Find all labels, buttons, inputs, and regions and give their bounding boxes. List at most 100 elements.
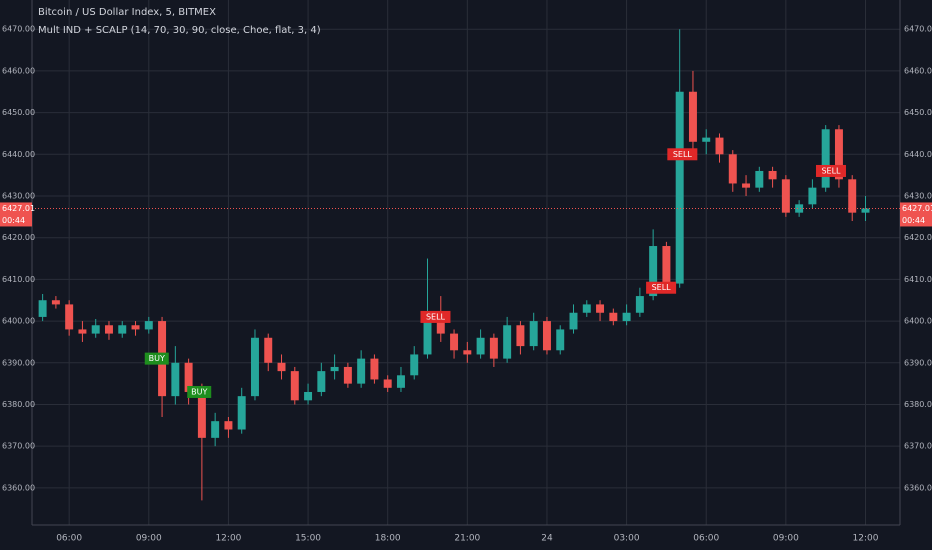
y-tick-label: 6400.00	[2, 317, 35, 326]
signal-label: SELL	[652, 283, 672, 292]
signal-label: SELL	[821, 166, 841, 175]
y-tick-label: 6370.00	[2, 442, 35, 451]
candle-body	[450, 333, 459, 351]
candle-body	[489, 337, 498, 359]
candle-body	[436, 312, 445, 334]
y-tick-label-right: 6440.00	[904, 150, 932, 159]
candle-body	[357, 358, 366, 384]
candle-body	[649, 246, 658, 297]
x-tick-label: 24	[541, 534, 553, 544]
candle-body	[609, 312, 618, 322]
candle-body	[848, 179, 857, 213]
candle-body	[277, 362, 286, 372]
signal-label: BUY	[149, 354, 165, 363]
candle-body	[556, 329, 565, 351]
candle-body	[569, 312, 578, 330]
indicator-label: Mult IND + SCALP (14, 70, 30, 90, close,…	[38, 25, 321, 36]
candle-body	[370, 358, 379, 380]
candle-body	[250, 337, 259, 397]
y-tick-label-right: 6470.00	[904, 25, 932, 34]
candle-body	[781, 179, 790, 213]
candle-body	[821, 129, 830, 188]
candle-body	[861, 208, 870, 213]
candle-body	[118, 325, 127, 334]
candle-body	[622, 312, 631, 322]
candle-body	[144, 321, 153, 330]
candle-body	[91, 325, 100, 334]
candle-body	[51, 300, 60, 305]
y-tick-label: 6380.00	[2, 400, 35, 409]
candle-body	[78, 329, 87, 334]
candle-body	[662, 246, 671, 284]
x-tick-label: 21:00	[454, 534, 480, 544]
x-tick-label: 03:00	[614, 534, 640, 544]
chart-title: Bitcoin / US Dollar Index, 5, BITMEX	[38, 7, 216, 18]
y-tick-label: 6460.00	[2, 66, 35, 75]
y-tick-label-right: 6400.00	[904, 317, 932, 326]
x-tick-label: 09:00	[136, 534, 162, 544]
candle-body	[503, 325, 512, 359]
candle-body	[542, 321, 551, 351]
y-tick-label-right: 6430.00	[904, 191, 932, 200]
countdown-label: 00:44	[902, 216, 925, 225]
candle-body	[171, 362, 180, 397]
candle-body	[65, 304, 74, 330]
x-tick-label: 06:00	[693, 534, 719, 544]
candle-body	[197, 391, 206, 438]
candle-body	[463, 350, 472, 355]
candle-body	[104, 325, 113, 334]
candle-body	[768, 170, 777, 180]
countdown-label: 00:44	[2, 216, 25, 225]
candle-body	[131, 325, 140, 330]
y-tick-label: 6470.00	[2, 25, 35, 34]
candle-body	[596, 304, 605, 313]
x-tick-label: 09:00	[773, 534, 799, 544]
candle-body	[396, 375, 405, 388]
candle-body	[290, 371, 299, 401]
candle-body	[304, 391, 313, 401]
y-tick-label-right: 6370.00	[904, 442, 932, 451]
candle-body	[330, 366, 339, 372]
y-tick-label-right: 6420.00	[904, 233, 932, 242]
candle-body	[742, 183, 751, 188]
candle-body	[410, 354, 419, 376]
price-tag	[0, 202, 32, 227]
candle-body	[317, 371, 326, 392]
candle-body	[715, 137, 724, 155]
candle-body	[211, 421, 220, 438]
signal-label: SELL	[673, 150, 693, 159]
candle-body	[582, 304, 591, 313]
signal-label: BUY	[191, 387, 207, 396]
candle-body	[237, 396, 246, 430]
candle-body	[635, 296, 644, 313]
y-tick-label-right: 6380.00	[904, 400, 932, 409]
signal-box	[667, 148, 698, 161]
signal-box	[420, 310, 451, 323]
y-tick-label: 6440.00	[2, 150, 35, 159]
x-tick-label: 12:00	[215, 534, 241, 544]
y-tick-label: 6360.00	[2, 483, 35, 492]
price-tag-label: 6427.01	[902, 204, 932, 213]
candle-body	[264, 337, 273, 363]
candle-body	[184, 362, 193, 392]
candle-body	[383, 379, 392, 388]
y-tick-label: 6430.00	[2, 191, 35, 200]
y-tick-label-right: 6410.00	[904, 275, 932, 284]
y-tick-label: 6390.00	[2, 358, 35, 367]
candle-body	[476, 337, 485, 355]
y-tick-label: 6410.00	[2, 275, 35, 284]
y-tick-label: 6420.00	[2, 233, 35, 242]
signal-box	[144, 352, 169, 365]
y-tick-label-right: 6390.00	[904, 358, 932, 367]
candle-body	[423, 312, 432, 355]
y-tick-label-right: 6450.00	[904, 108, 932, 117]
x-tick-label: 15:00	[295, 534, 321, 544]
candle-body	[808, 187, 817, 205]
x-tick-label: 06:00	[56, 534, 82, 544]
candle-body	[728, 154, 737, 184]
candle-body	[755, 170, 764, 188]
y-tick-label-right: 6360.00	[904, 483, 932, 492]
candle-body	[675, 91, 684, 284]
y-tick-label-right: 6460.00	[904, 66, 932, 75]
